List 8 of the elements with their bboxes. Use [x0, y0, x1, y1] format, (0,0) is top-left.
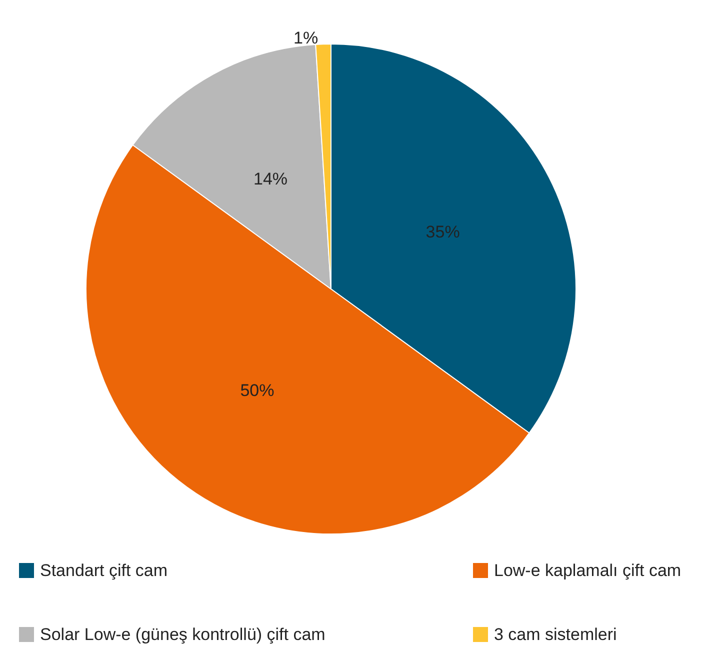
data-label: 50%	[240, 381, 274, 400]
legend-label: Standart çift cam	[40, 561, 168, 580]
legend-label: Low-e kaplamalı çift cam	[494, 561, 682, 580]
legend-label: 3 cam sistemleri	[494, 625, 617, 644]
legend-label: Solar Low-e (güneş kontrollü) çift cam	[40, 625, 326, 644]
data-label: 14%	[254, 170, 288, 189]
data-label: 1%	[294, 28, 318, 48]
data-label: 35%	[426, 222, 460, 242]
